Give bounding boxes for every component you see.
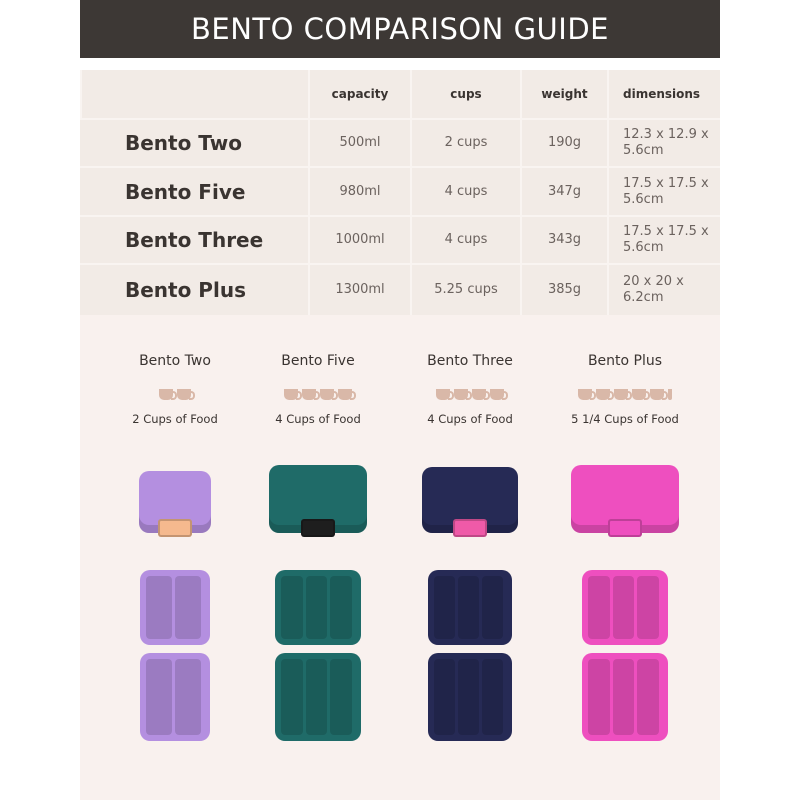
column-header: cups — [410, 70, 520, 118]
coffee-cup-icon — [177, 389, 195, 400]
product-title: Bento Three — [427, 353, 513, 369]
product-name: Bento Three — [125, 228, 264, 252]
open-tray-image — [428, 653, 512, 741]
closed-bento-image — [139, 471, 211, 537]
column-header — [80, 70, 308, 118]
table-cell: 17.5 x 17.5 x 5.6cm — [607, 217, 720, 263]
products-section: Bento Two 2 Cups of Food Bento Five 4 Cup… — [80, 315, 720, 800]
table-cell: 500ml — [308, 120, 410, 166]
table-row: Bento Three 1000ml 4 cups 343g 17.5 x 17.5 x… — [80, 215, 720, 263]
coffee-cup-icon — [320, 389, 338, 400]
cup-rating — [545, 389, 705, 400]
table-cell: 1300ml — [308, 265, 410, 315]
column-header: capacity — [308, 70, 410, 118]
table-cell: 12.3 x 12.9 x 5.6cm — [607, 120, 720, 166]
clasp — [158, 519, 192, 537]
table-cell: 1000ml — [308, 217, 410, 263]
clasp — [453, 519, 487, 537]
product-name: Bento Five — [125, 179, 246, 204]
clasp — [608, 519, 642, 537]
table-cell: 2 cups — [410, 120, 520, 166]
table-row: Bento Plus 1300ml 5.25 cups 385g 20 x 20 x 6… — [80, 263, 720, 315]
table-row: Bento Two 500ml 2 cups 190g 12.3 x 12.9 x 5.… — [80, 118, 720, 166]
coffee-cup-icon — [472, 389, 490, 400]
coffee-cup-icon — [302, 389, 320, 400]
coffee-cup-icon — [596, 389, 614, 400]
coffee-cup-icon — [159, 389, 177, 400]
table-cell: 980ml — [308, 168, 410, 215]
open-tray-image — [582, 653, 668, 741]
table-cell: 343g — [520, 217, 607, 263]
cup-rating — [238, 389, 398, 400]
product-name: Bento Plus — [125, 278, 246, 302]
cups-label: 2 Cups of Food — [132, 412, 218, 426]
open-lid-image — [582, 570, 668, 645]
product-name: Bento Two — [125, 131, 242, 155]
cup-rating — [95, 389, 255, 400]
open-tray-image — [275, 653, 361, 741]
coffee-cup-icon — [614, 389, 632, 400]
cups-label: 4 Cups of Food — [275, 412, 361, 426]
open-lid-image — [275, 570, 361, 645]
cup-rating — [390, 389, 550, 400]
closed-bento-image — [269, 465, 367, 537]
table-cell: 20 x 20 x 6.2cm — [607, 265, 720, 315]
table-cell: 5.25 cups — [410, 265, 520, 315]
coffee-cup-icon — [284, 389, 302, 400]
table-cell: 347g — [520, 168, 607, 215]
closed-bento-image — [571, 465, 679, 537]
table-header-row: capacity cups weight dimensions — [80, 70, 720, 118]
coffee-cup-icon — [650, 389, 668, 400]
clasp — [301, 519, 335, 537]
table-cell: 385g — [520, 265, 607, 315]
product-title: Bento Five — [281, 353, 355, 369]
open-lid-image — [140, 570, 210, 645]
coffee-cup-icon — [436, 389, 454, 400]
cups-label: 5 1/4 Cups of Food — [571, 412, 679, 426]
coffee-cup-icon — [490, 389, 508, 400]
coffee-cup-icon — [578, 389, 596, 400]
table-cell: 4 cups — [410, 168, 520, 215]
coffee-cup-partial-icon — [668, 389, 672, 400]
column-header: dimensions — [607, 70, 720, 118]
table-cell: 190g — [520, 120, 607, 166]
comparison-table: capacity cups weight dimensions Bento Two 500… — [80, 70, 720, 315]
column-header: weight — [520, 70, 607, 118]
page-title: BENTO COMPARISON GUIDE — [80, 0, 720, 58]
coffee-cup-icon — [454, 389, 472, 400]
product-title: Bento Plus — [587, 353, 663, 369]
open-tray-image — [140, 653, 210, 741]
cups-label: 4 Cups of Food — [427, 412, 513, 426]
table-cell: 17.5 x 17.5 x 5.6cm — [607, 168, 720, 215]
product-title: Bento Two — [139, 353, 211, 369]
coffee-cup-icon — [338, 389, 356, 400]
open-lid-image — [428, 570, 512, 645]
closed-bento-image — [422, 467, 518, 537]
table-row: Bento Five 980ml 4 cups 347g 17.5 x 17.5 x 5… — [80, 166, 720, 215]
coffee-cup-icon — [632, 389, 650, 400]
table-cell: 4 cups — [410, 217, 520, 263]
